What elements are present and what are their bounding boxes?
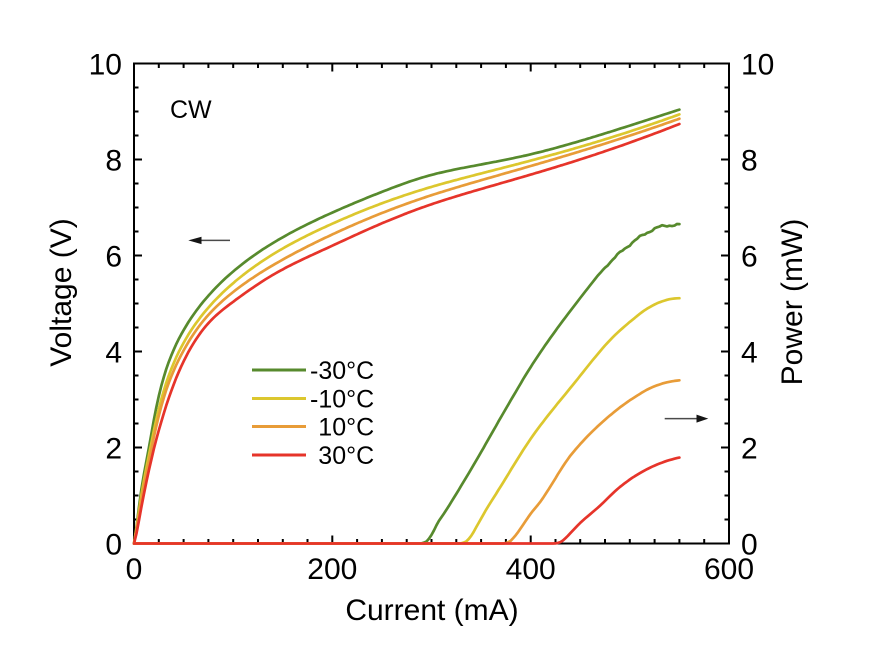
svg-text:6: 6 xyxy=(741,240,758,273)
svg-text:400: 400 xyxy=(506,553,556,586)
svg-text:4: 4 xyxy=(105,336,122,369)
svg-text:6: 6 xyxy=(105,240,122,273)
svg-text:10: 10 xyxy=(741,48,774,81)
svg-text:Voltage (V): Voltage (V) xyxy=(45,218,78,366)
svg-text:4: 4 xyxy=(741,336,758,369)
svg-text:200: 200 xyxy=(307,553,357,586)
svg-text:2: 2 xyxy=(741,432,758,465)
svg-text:10°C: 10°C xyxy=(318,414,374,442)
svg-text:600: 600 xyxy=(704,553,754,586)
svg-text:0: 0 xyxy=(105,528,122,561)
svg-text:Current (mA): Current (mA) xyxy=(345,594,518,627)
svg-text:2: 2 xyxy=(105,432,122,465)
svg-text:0: 0 xyxy=(126,553,143,586)
svg-text:10: 10 xyxy=(89,48,122,81)
svg-text:30°C: 30°C xyxy=(318,442,374,470)
svg-text:-10°C: -10°C xyxy=(310,386,374,414)
svg-text:-30°C: -30°C xyxy=(310,357,374,385)
svg-text:0: 0 xyxy=(741,528,758,561)
svg-text:8: 8 xyxy=(741,144,758,177)
svg-text:Power (mW): Power (mW) xyxy=(776,219,809,386)
svg-text:8: 8 xyxy=(105,144,122,177)
svg-text:CW: CW xyxy=(170,96,212,124)
